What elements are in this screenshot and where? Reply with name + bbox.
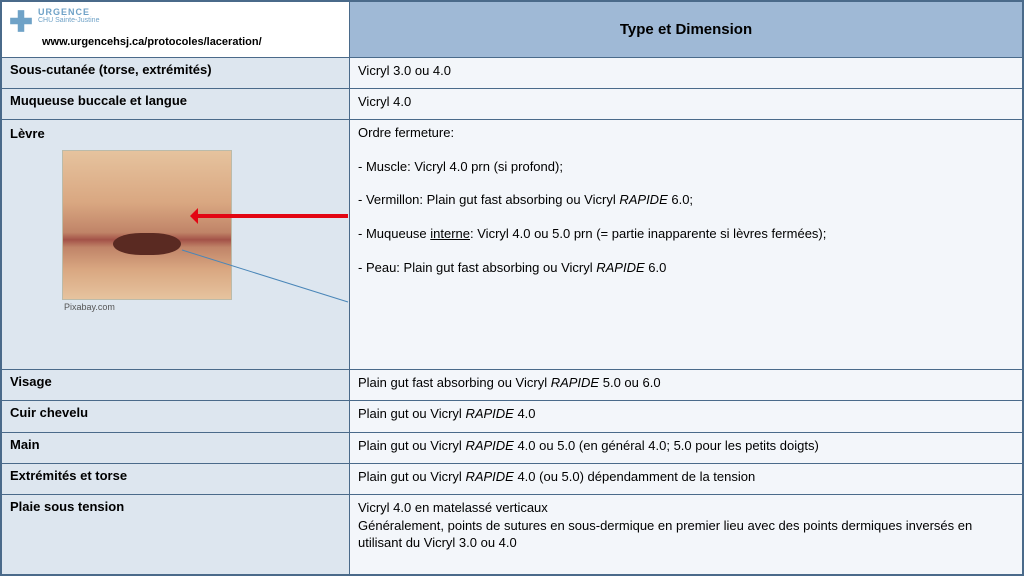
arrow-red-icon xyxy=(192,214,348,218)
row-plaie-val: Vicryl 4.0 en matelassé verticaux Généra… xyxy=(350,495,1023,575)
row-cuir-val: Plain gut ou Vicryl RAPIDE 4.0 xyxy=(350,401,1023,432)
row-plaie-label: Plaie sous tension xyxy=(2,495,350,575)
levre-muqueuse: - Muqueuse interne: Vicryl 4.0 ou 5.0 pr… xyxy=(358,225,1014,243)
logo-title: URGENCE xyxy=(38,8,99,17)
row-sous-cutanee-val: Vicryl 3.0 ou 4.0 xyxy=(350,58,1023,89)
levre-muscle: - Muscle: Vicryl 4.0 prn (si profond); xyxy=(358,158,1014,176)
row-levre-val: Ordre fermeture: - Muscle: Vicryl 4.0 pr… xyxy=(350,120,1023,370)
logo-cross-icon xyxy=(8,8,34,34)
levre-vermillon: - Vermillon: Plain gut fast absorbing ou… xyxy=(358,191,1014,209)
row-visage-val: Plain gut fast absorbing ou Vicryl RAPID… xyxy=(350,370,1023,401)
header-logo-cell: URGENCE CHU Sainte-Justine www.urgencehs… xyxy=(2,2,350,58)
header-title: Type et Dimension xyxy=(350,2,1023,58)
row-ext-val: Plain gut ou Vicryl RAPIDE 4.0 (ou 5.0) … xyxy=(350,463,1023,494)
row-visage-label: Visage xyxy=(2,370,350,401)
row-muqueuse-val: Vicryl 4.0 xyxy=(350,89,1023,120)
levre-ordre: Ordre fermeture: xyxy=(358,124,1014,142)
logo-subtitle: CHU Sainte-Justine xyxy=(38,17,99,24)
levre-peau: - Peau: Plain gut fast absorbing ou Vicr… xyxy=(358,259,1014,277)
header-url: www.urgencehsj.ca/protocoles/laceration/ xyxy=(42,36,343,48)
row-muqueuse-label: Muqueuse buccale et langue xyxy=(2,89,350,120)
row-main-val: Plain gut ou Vicryl RAPIDE 4.0 ou 5.0 (e… xyxy=(350,432,1023,463)
pixabay-credit: Pixabay.com xyxy=(64,302,115,312)
row-main-label: Main xyxy=(2,432,350,463)
row-levre-label-cell: Lèvre Pixabay.com xyxy=(2,120,350,370)
row-ext-label: Extrémités et torse xyxy=(2,463,350,494)
pointer-blue-icon xyxy=(182,250,348,310)
row-levre-label: Lèvre xyxy=(10,126,45,141)
row-sous-cutanee-label: Sous-cutanée (torse, extrémités) xyxy=(2,58,350,89)
row-cuir-label: Cuir chevelu xyxy=(2,401,350,432)
